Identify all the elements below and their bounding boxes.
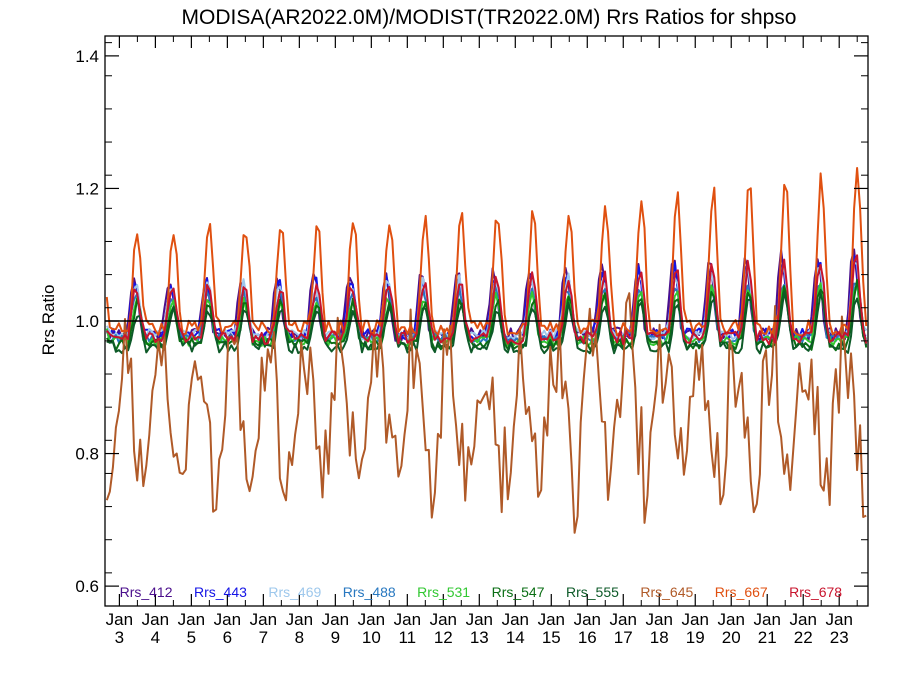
y-tick-label: 1.0 bbox=[75, 312, 99, 331]
x-tick-month: Jan bbox=[142, 610, 169, 629]
x-tick-label: 13 bbox=[470, 628, 489, 647]
legend-entry-rrs-488: Rrs_488 bbox=[343, 584, 396, 600]
legend-entry-rrs-443: Rrs_443 bbox=[194, 584, 247, 600]
chart-title: MODISA(AR2022.0M)/MODIST(TR2022.0M) Rrs … bbox=[182, 6, 797, 29]
x-tick-label: 20 bbox=[722, 628, 741, 647]
series-line-rrs-667 bbox=[105, 167, 868, 337]
x-tick-month: Jan bbox=[790, 610, 817, 629]
x-tick-month: Jan bbox=[286, 610, 313, 629]
x-tick-label: 15 bbox=[542, 628, 561, 647]
x-tick-label: 3 bbox=[115, 628, 124, 647]
x-tick-label: 8 bbox=[295, 628, 304, 647]
series-line-rrs-678 bbox=[106, 254, 868, 346]
legend-entry-rrs-678: Rrs_678 bbox=[789, 584, 842, 600]
legend-entry-rrs-412: Rrs_412 bbox=[120, 584, 173, 600]
x-tick-label: 14 bbox=[506, 628, 525, 647]
x-tick-label: 11 bbox=[398, 628, 416, 647]
y-axis-label: Rrs Ratio bbox=[39, 285, 58, 356]
x-tick-month: Jan bbox=[178, 610, 205, 629]
x-tick-label: 17 bbox=[614, 628, 633, 647]
legend-entry-rrs-645: Rrs_645 bbox=[640, 584, 693, 600]
x-tick-month: Jan bbox=[646, 610, 673, 629]
x-tick-label: 23 bbox=[830, 628, 849, 647]
x-tick-label: 19 bbox=[686, 628, 705, 647]
y-tick-label: 0.6 bbox=[75, 577, 99, 596]
x-tick-month: Jan bbox=[106, 610, 133, 629]
x-tick-month: Jan bbox=[358, 610, 385, 629]
x-tick-month: Jan bbox=[250, 610, 277, 629]
x-tick-label: 9 bbox=[331, 628, 340, 647]
legend-entry-rrs-667: Rrs_667 bbox=[715, 584, 768, 600]
x-tick-month: Jan bbox=[430, 610, 457, 629]
x-tick-month: Jan bbox=[538, 610, 565, 629]
series-line-rrs-645 bbox=[105, 292, 867, 534]
x-tick-label: 16 bbox=[578, 628, 597, 647]
x-tick-label: 21 bbox=[758, 628, 777, 647]
x-tick-month: Jan bbox=[502, 610, 529, 629]
x-tick-month: Jan bbox=[718, 610, 745, 629]
x-tick-month: Jan bbox=[394, 610, 421, 629]
x-tick-label: 12 bbox=[434, 628, 453, 647]
legend-entry-rrs-555: Rrs_555 bbox=[566, 584, 619, 600]
x-tick-month: Jan bbox=[610, 610, 637, 629]
series-line-rrs-555 bbox=[106, 290, 868, 355]
x-tick-month: Jan bbox=[825, 610, 852, 629]
y-tick-label: 1.4 bbox=[75, 47, 99, 66]
x-tick-label: 6 bbox=[223, 628, 232, 647]
x-tick-label: 22 bbox=[794, 628, 813, 647]
x-tick-label: 5 bbox=[187, 628, 196, 647]
legend-entry-rrs-531: Rrs_531 bbox=[417, 584, 470, 600]
x-tick-label: 18 bbox=[650, 628, 669, 647]
y-tick-label: 0.8 bbox=[75, 445, 99, 464]
x-tick-label: 10 bbox=[362, 628, 381, 647]
x-tick-month: Jan bbox=[214, 610, 241, 629]
x-tick-month: Jan bbox=[322, 610, 349, 629]
x-tick-label: 7 bbox=[259, 628, 268, 647]
x-tick-label: 4 bbox=[151, 628, 160, 647]
legend-entry-rrs-547: Rrs_547 bbox=[492, 584, 545, 600]
x-tick-month: Jan bbox=[682, 610, 709, 629]
legend-entry-rrs-469: Rrs_469 bbox=[268, 584, 321, 600]
x-tick-month: Jan bbox=[574, 610, 601, 629]
x-tick-month: Jan bbox=[466, 610, 493, 629]
x-tick-month: Jan bbox=[754, 610, 781, 629]
y-tick-label: 1.2 bbox=[75, 179, 99, 198]
